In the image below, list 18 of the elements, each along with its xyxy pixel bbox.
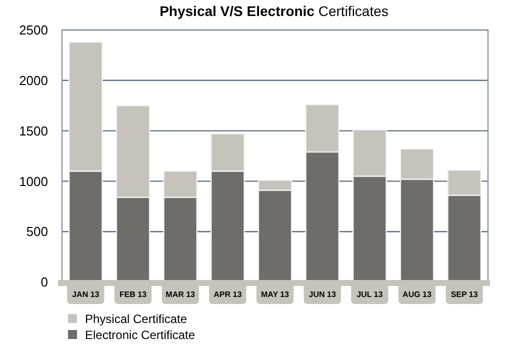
x-tick-label: APR 13 — [214, 290, 242, 299]
x-tick-label: JAN 13 — [72, 290, 100, 299]
x-tick-label: SEP 13 — [450, 290, 478, 299]
x-tick-label: AUG 13 — [402, 290, 432, 299]
legend-label: Electronic Certificate — [85, 328, 196, 342]
y-tick-label: 500 — [26, 224, 48, 240]
y-tick-label: 0 — [40, 274, 48, 290]
y-tick-label: 2500 — [19, 22, 48, 38]
y-tick-label: 1000 — [19, 174, 48, 189]
x-tick-label: JUN 13 — [308, 290, 336, 299]
legend-label: Physical Certificate — [85, 312, 188, 326]
x-tick-label: MAR 13 — [166, 290, 196, 299]
x-tick-label: JUL 13 — [356, 290, 384, 299]
y-tick-label: 1500 — [19, 123, 48, 138]
x-tick-label: MAY 13 — [260, 290, 290, 299]
chart-title: Physical V/S Electronic Certificates — [160, 3, 388, 19]
x-tick-label: FEB 13 — [119, 290, 148, 299]
y-tick-label: 2000 — [19, 72, 48, 88]
